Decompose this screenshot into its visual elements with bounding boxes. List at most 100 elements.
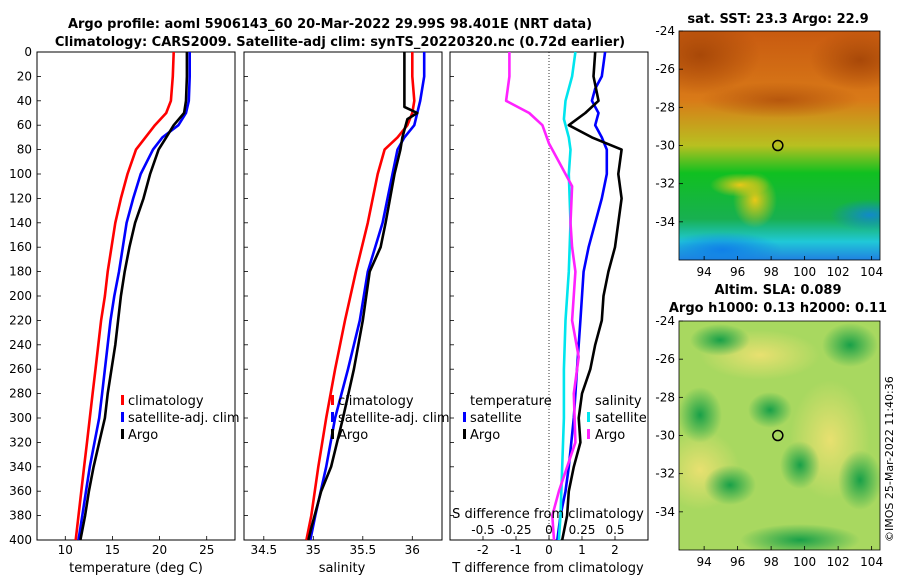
lon-tick-label: 104 <box>860 555 883 569</box>
x-tick-label: 25 <box>199 543 214 557</box>
lat-tick-label: -24 <box>655 314 675 328</box>
sla-map-title: Altim. SLA: 0.089 <box>715 283 842 298</box>
lat-tick-label: -34 <box>655 215 675 229</box>
legend-swatch-s-argo <box>587 429 590 439</box>
depth-tick-label: 320 <box>9 435 32 449</box>
legend-salinity-title: salinity <box>595 394 642 409</box>
difference-legend: temperature satellite Argo salinity sate… <box>463 394 647 443</box>
s-diff-tick-label: -0.5 <box>471 523 494 537</box>
series-line-satellite-adj-clim <box>309 52 426 541</box>
depth-tick-label: 100 <box>9 167 32 181</box>
depth-tick-label: 200 <box>9 289 32 303</box>
sla-heatmap <box>679 321 880 550</box>
legend-climatology: climatology <box>128 394 204 409</box>
series-line-climatology <box>74 51 175 541</box>
series-line-s-argo <box>504 52 580 541</box>
legend-swatch-climatology <box>331 395 334 405</box>
legend-s-satellite: satellite <box>595 411 647 426</box>
s-diff-tick-label: 0.25 <box>569 523 596 537</box>
depth-tick-label: 40 <box>17 94 32 108</box>
salinity-panel: 34.5 35 35.5 36 salinity climatology satell… <box>243 51 450 576</box>
depth-tick-label: 140 <box>9 216 32 230</box>
legend-swatch-t-satellite <box>463 412 466 422</box>
depth-tick-label: 380 <box>9 509 32 523</box>
depth-tick-label: 400 <box>9 533 32 547</box>
figure-title: Argo profile: aoml 5906143_60 20-Mar-202… <box>68 17 592 32</box>
legend-t-argo: Argo <box>470 428 500 443</box>
lat-tick-label: -24 <box>655 24 675 38</box>
depth-tick-label: 180 <box>9 265 32 279</box>
x-tick-label: 1 <box>578 543 586 557</box>
sst-lat-tick-labels: -24 -26 -28 -30 -32 -34 <box>655 24 683 229</box>
x-tick-label: 2 <box>611 543 619 557</box>
depth-tick-labels: 0 20 40 60 80 100 120 140 160 180 200 220 240 260 280 3… <box>9 45 41 547</box>
legend-climatology: climatology <box>338 394 414 409</box>
t-difference-tick-labels: -2 -1 0 1 2 <box>477 536 619 557</box>
depth-tick-label: 360 <box>9 484 32 498</box>
sla-lon-tick-labels: 94 96 98 100 102 104 <box>696 546 883 569</box>
legend-swatch-argo <box>331 429 334 439</box>
x-tick-label: 35.5 <box>349 543 376 557</box>
lat-tick-label: -30 <box>655 139 675 153</box>
series-line-t-argo <box>560 51 623 541</box>
depth-tick-label: 60 <box>17 118 32 132</box>
sst-heatmap <box>679 31 880 260</box>
temperature-axes-frame <box>36 51 236 541</box>
figure-subtitle: Climatology: CARS2009. Satellite-adj cli… <box>55 35 625 50</box>
s-diff-tick-label: 0 <box>545 523 553 537</box>
s-difference-tick-labels: -0.5 -0.25 0 0.25 0.5 <box>471 523 624 537</box>
depth-tick-label: 160 <box>9 240 32 254</box>
series-line-satellite-adj-clim <box>77 52 191 541</box>
salinity-axis-label: salinity <box>319 561 366 576</box>
lon-tick-label: 96 <box>730 555 745 569</box>
s-difference-axis-label: S difference from climatology <box>452 507 644 522</box>
legend-swatch-argo <box>121 429 124 439</box>
legend-t-satellite: satellite <box>470 411 522 426</box>
series-line-argo <box>79 52 189 541</box>
sla-lat-tick-labels: -24 -26 -28 -30 -32 -34 <box>655 314 683 519</box>
lon-tick-label: 100 <box>793 265 816 279</box>
salinity-tick-labels: 34.5 35 35.5 36 <box>250 536 420 557</box>
temperature-tick-labels: 10 15 20 25 <box>58 536 214 557</box>
sst-map-panel: sat. SST: 23.3 Argo: 22.9 94 96 98 100 102 10… <box>655 12 883 279</box>
x-tick-label: -1 <box>510 543 522 557</box>
depth-tick-label: 340 <box>9 460 32 474</box>
sla-map-subtitle: Argo h1000: 0.13 h2000: 0.11 <box>669 301 887 316</box>
lon-tick-label: 104 <box>860 265 883 279</box>
legend-swatch-t-argo <box>463 429 466 439</box>
x-tick-label: 36 <box>405 543 420 557</box>
lon-tick-label: 96 <box>730 265 745 279</box>
legend-s-argo: Argo <box>595 428 625 443</box>
s-diff-tick-label: -0.25 <box>500 523 531 537</box>
legend-swatch-s-satellite <box>587 412 590 422</box>
copyright-stamp: ©IMOS 25-Mar-2022 11:40:36 <box>883 376 896 542</box>
t-difference-axis-label: T difference from climatology <box>451 561 644 576</box>
sst-map-title: sat. SST: 23.3 Argo: 22.9 <box>687 12 868 27</box>
x-tick-label: 20 <box>152 543 167 557</box>
s-diff-tick-label: 0.5 <box>605 523 624 537</box>
depth-tick-label: 240 <box>9 338 32 352</box>
lon-tick-label: 98 <box>763 265 778 279</box>
temperature-axis-label: temperature (deg C) <box>69 561 203 576</box>
lat-tick-label: -28 <box>655 100 675 114</box>
lat-tick-label: -34 <box>655 505 675 519</box>
legend-temperature-title: temperature <box>470 394 552 409</box>
argo-float-marker <box>772 429 784 442</box>
difference-panel: -2 -1 0 1 2 temperature satellite Argo salin… <box>449 51 649 576</box>
lon-tick-label: 94 <box>696 265 711 279</box>
x-tick-label: 34.5 <box>250 543 277 557</box>
legend-argo: Argo <box>128 428 158 443</box>
salinity-axes-frame <box>243 51 443 541</box>
depth-tick-label: 0 <box>24 45 32 59</box>
legend-swatch-satellite-adj <box>121 412 124 422</box>
x-tick-label: 15 <box>105 543 120 557</box>
lon-tick-label: 100 <box>793 555 816 569</box>
depth-tick-label: 300 <box>9 411 32 425</box>
legend-satellite-adj: satellite-adj. clim <box>338 411 450 426</box>
lon-tick-label: 102 <box>827 265 850 279</box>
legend-swatch-satellite-adj <box>331 412 334 422</box>
lat-tick-label: -26 <box>655 62 675 76</box>
series-line-argo <box>307 52 419 541</box>
sst-lon-tick-labels: 94 96 98 100 102 104 <box>696 256 883 279</box>
